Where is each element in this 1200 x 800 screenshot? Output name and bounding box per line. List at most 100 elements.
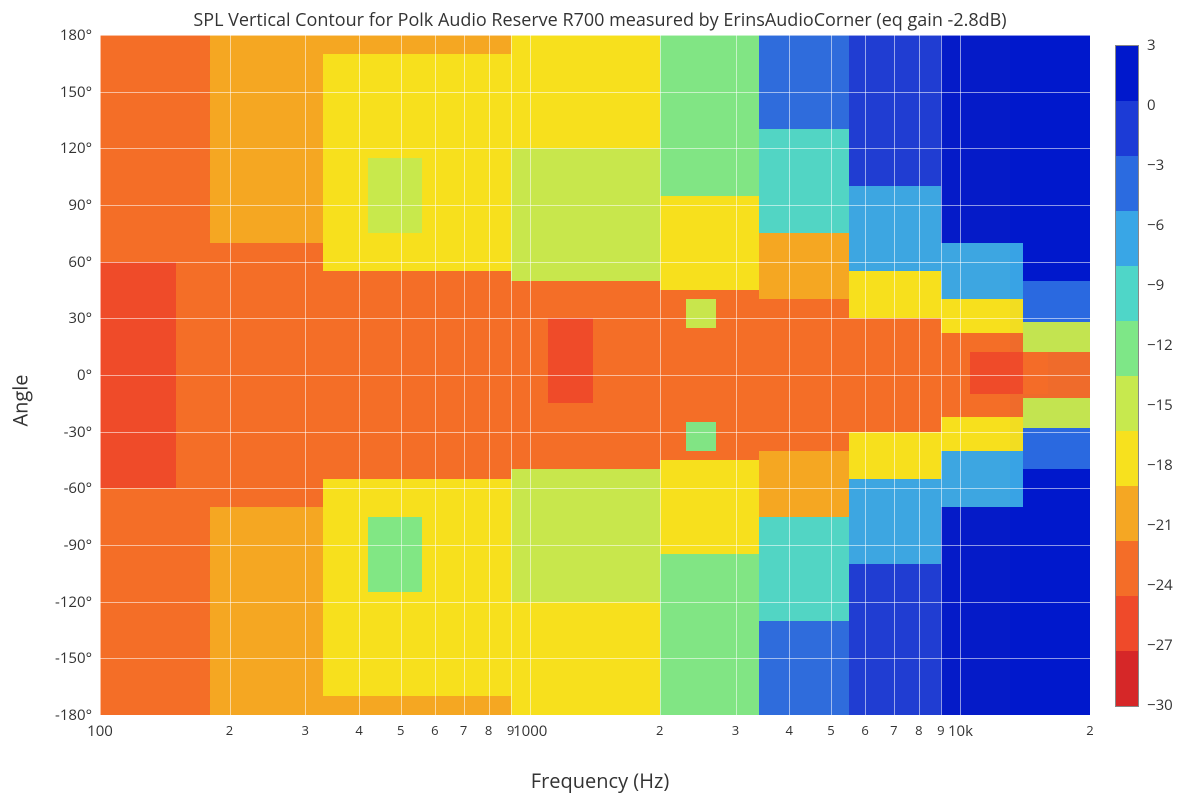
- colorbar-tick-label: −24: [1147, 575, 1173, 595]
- x-tick-label: 5: [397, 721, 404, 739]
- x-tick-label: 7: [890, 721, 897, 739]
- y-tick-label: -90°: [64, 535, 92, 555]
- y-tick-label: 90°: [68, 195, 92, 215]
- colorbar-segment: [1116, 156, 1138, 211]
- contour-region: [1023, 428, 1090, 470]
- colorbar-segment: [1116, 101, 1138, 156]
- contour-region: [941, 35, 1024, 243]
- colorbar-segment: [1116, 596, 1138, 651]
- colorbar-segment: [1116, 376, 1138, 431]
- gridline-horizontal: [100, 205, 1090, 206]
- gridline-horizontal: [100, 148, 1090, 149]
- gridline-horizontal: [100, 92, 1090, 93]
- contour-region: [759, 517, 849, 621]
- colorbar-tick-label: −27: [1147, 635, 1173, 655]
- gridline-horizontal: [100, 262, 1090, 263]
- y-axis-label: Angle: [10, 0, 30, 800]
- contour-region: [323, 696, 510, 715]
- x-tick-label: 1000: [513, 721, 547, 741]
- colorbar-tick-label: −6: [1147, 215, 1164, 235]
- spl-contour-chart: SPL Vertical Contour for Polk Audio Rese…: [0, 0, 1200, 800]
- colorbar-tick-label: −21: [1147, 515, 1173, 535]
- colorbar: [1115, 45, 1139, 707]
- contour-region: [941, 417, 1024, 451]
- contour-region: [759, 129, 849, 233]
- contour-region: [660, 196, 759, 290]
- contour-region: [660, 35, 759, 196]
- gridline-horizontal: [100, 488, 1090, 489]
- gridline-horizontal: [100, 602, 1090, 603]
- contour-region: [941, 243, 1024, 300]
- y-tick-label: 60°: [68, 252, 92, 272]
- x-tick-label: 3: [302, 721, 309, 739]
- x-tick-label: 9: [937, 721, 944, 739]
- contour-region: [1023, 322, 1090, 352]
- contour-region: [660, 554, 759, 715]
- contour-region: [1023, 35, 1090, 281]
- x-tick-label: 9: [507, 721, 514, 739]
- gridline-horizontal: [100, 375, 1090, 376]
- contour-region: [941, 451, 1024, 508]
- x-tick-label: 8: [915, 721, 922, 739]
- chart-title: SPL Vertical Contour for Polk Audio Rese…: [0, 8, 1200, 32]
- gridline-horizontal: [100, 545, 1090, 546]
- plot-area: [100, 35, 1090, 715]
- contour-region: [686, 299, 716, 327]
- contour-region: [759, 233, 849, 299]
- x-tick-label: 6: [431, 721, 438, 739]
- colorbar-segment: [1116, 321, 1138, 376]
- contour-region: [1023, 281, 1090, 323]
- x-tick-label: 7: [460, 721, 467, 739]
- x-tick-label: 5: [827, 721, 834, 739]
- colorbar-segment: [1116, 651, 1138, 706]
- gridline-horizontal: [100, 318, 1090, 319]
- gridline-vertical: [1090, 35, 1091, 715]
- y-tick-label: -150°: [55, 648, 92, 668]
- colorbar-segment: [1116, 266, 1138, 321]
- colorbar-segment: [1116, 431, 1138, 486]
- y-tick-label: -60°: [64, 478, 92, 498]
- colorbar-segment: [1116, 46, 1138, 101]
- contour-region: [368, 158, 422, 234]
- x-tick-label: 2: [1086, 721, 1093, 739]
- contour-region: [759, 35, 849, 129]
- y-tick-label: -120°: [55, 592, 92, 612]
- contour-region: [548, 318, 593, 403]
- contour-region: [941, 507, 1024, 715]
- contour-region: [323, 35, 510, 54]
- contour-region: [759, 621, 849, 715]
- contour-region: [1023, 398, 1090, 428]
- y-tick-label: 180°: [60, 25, 92, 45]
- colorbar-segment: [1116, 541, 1138, 596]
- gridline-horizontal: [100, 715, 1090, 716]
- y-tick-label: 120°: [60, 138, 92, 158]
- contour-region: [368, 517, 422, 593]
- colorbar-tick-label: 0: [1147, 95, 1156, 115]
- contour-region: [686, 422, 716, 450]
- x-tick-label: 8: [485, 721, 492, 739]
- x-tick-label: 6: [861, 721, 868, 739]
- x-tick-label: 10k: [948, 721, 973, 741]
- x-tick-label: 2: [656, 721, 663, 739]
- gridline-horizontal: [100, 658, 1090, 659]
- colorbar-segment: [1116, 486, 1138, 541]
- colorbar-tick-label: −30: [1147, 695, 1173, 715]
- colorbar-segment: [1116, 211, 1138, 266]
- x-axis-label: Frequency (Hz): [0, 767, 1200, 794]
- y-tick-label: -180°: [55, 705, 92, 725]
- colorbar-tick-label: −18: [1147, 455, 1173, 475]
- colorbar-tick-label: 3: [1147, 35, 1156, 55]
- y-tick-label: 150°: [60, 82, 92, 102]
- contour-region: [660, 460, 759, 554]
- x-tick-label: 4: [786, 721, 793, 739]
- colorbar-tick-label: −15: [1147, 395, 1173, 415]
- x-tick-label: 3: [732, 721, 739, 739]
- colorbar-tick-label: −3: [1147, 155, 1164, 175]
- contour-region: [1023, 469, 1090, 715]
- colorbar-tick-label: −12: [1147, 335, 1173, 355]
- y-tick-label: 30°: [68, 308, 92, 328]
- contour-region: [759, 451, 849, 517]
- x-tick-label: 2: [226, 721, 233, 739]
- colorbar-tick-label: −9: [1147, 275, 1164, 295]
- x-tick-label: 4: [355, 721, 362, 739]
